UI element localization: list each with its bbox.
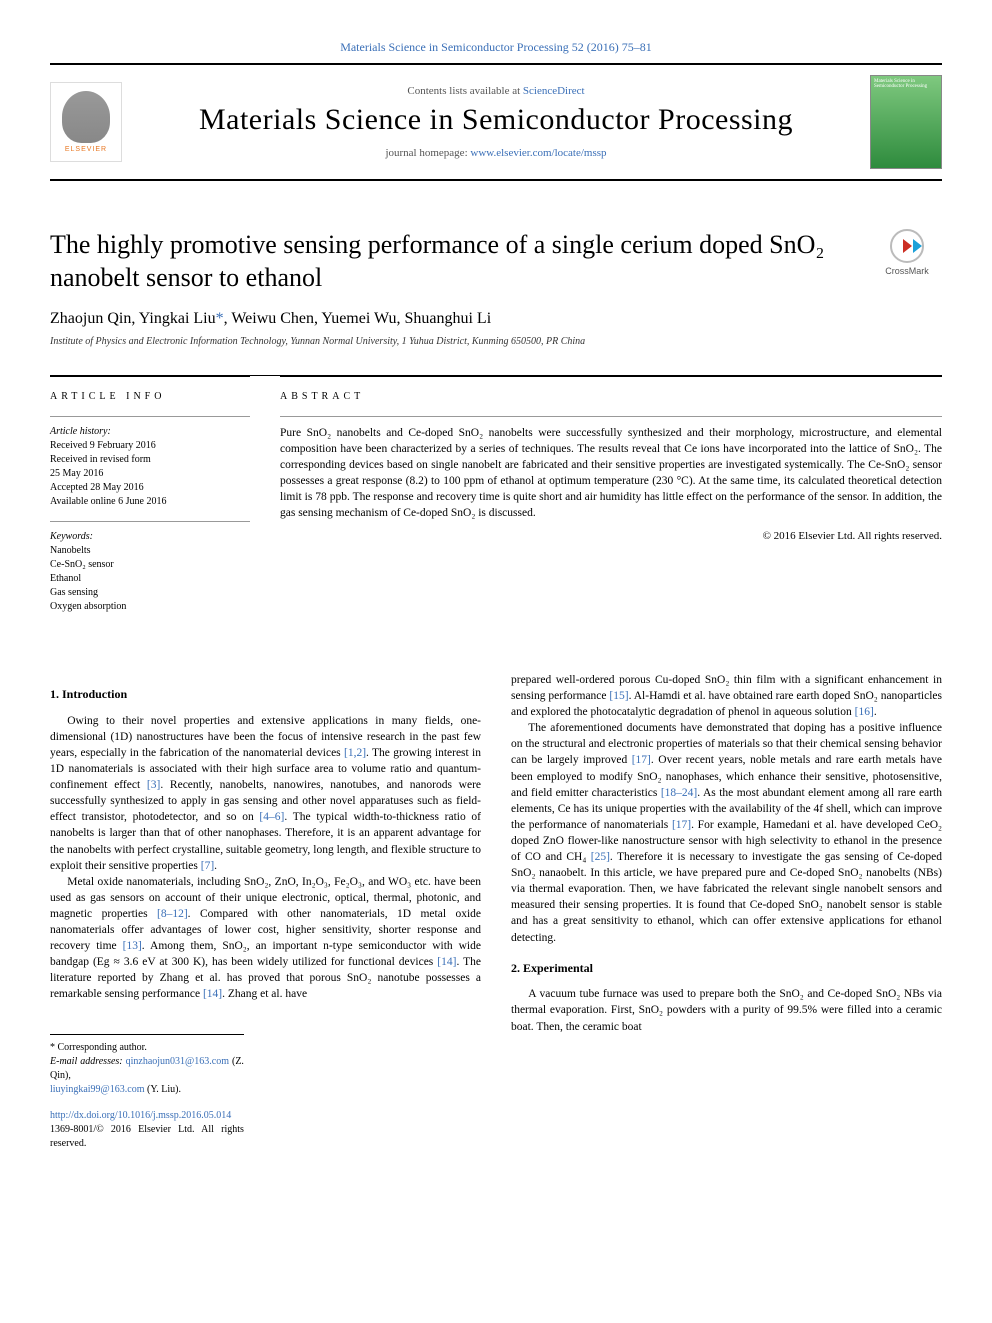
intro-p3: The aforementioned documents have demons… <box>511 720 942 945</box>
authors-leading: Zhaojun Qin, Yingkai Liu <box>50 310 216 327</box>
ref-link[interactable]: [14] <box>203 988 222 1000</box>
ref-link[interactable]: [14] <box>437 956 456 968</box>
elsevier-label: ELSEVIER <box>65 146 107 153</box>
intro-p2: Metal oxide nanomaterials, including SnO… <box>50 874 481 1003</box>
section-heading-intro: 1. Introduction <box>50 686 481 703</box>
ref-link[interactable]: [18–24] <box>661 787 697 799</box>
keyword: Ce-SnO₂ sensor <box>50 558 250 572</box>
citation-link[interactable]: Materials Science in Semiconductor Proce… <box>340 40 652 54</box>
article-info-heading: ARTICLE INFO <box>50 391 250 402</box>
authors-tail: , Weiwu Chen, Yuemei Wu, Shuanghui Li <box>224 310 492 327</box>
keyword: Nanobelts <box>50 544 250 558</box>
authors-line: Zhaojun Qin, Yingkai Liu*, Weiwu Chen, Y… <box>50 310 942 328</box>
corresponding-mark[interactable]: * <box>216 310 224 327</box>
ref-link[interactable]: [3] <box>147 779 160 791</box>
article-title: The highly promotive sensing performance… <box>50 229 852 294</box>
homepage-line: journal homepage: www.elsevier.com/locat… <box>122 147 870 159</box>
homepage-prefix: journal homepage: <box>385 147 470 159</box>
intro-p2-cont: prepared well-ordered porous Cu-doped Sn… <box>511 672 942 720</box>
abstract-text: Pure SnO₂ nanobelts and Ce-doped SnO₂ na… <box>280 416 942 522</box>
affiliation: Institute of Physics and Electronic Info… <box>50 336 942 347</box>
footnotes: * Corresponding author. E-mail addresses… <box>50 1034 244 1151</box>
email-link[interactable]: qinzhaojun031@163.com <box>126 1056 229 1067</box>
abstract-copyright: © 2016 Elsevier Ltd. All rights reserved… <box>280 530 942 542</box>
keywords-label: Keywords: <box>50 530 250 544</box>
body-right-column: prepared well-ordered porous Cu-doped Sn… <box>511 672 942 1151</box>
body-left-column: 1. Introduction Owing to their novel pro… <box>50 672 481 1151</box>
homepage-link[interactable]: www.elsevier.com/locate/mssp <box>470 147 606 159</box>
history-line: Available online 6 June 2016 <box>50 495 250 509</box>
journal-title: Materials Science in Semiconductor Proce… <box>122 103 870 137</box>
contents-available-line: Contents lists available at ScienceDirec… <box>122 85 870 97</box>
ref-link[interactable]: [8–12] <box>157 908 188 920</box>
keyword: Gas sensing <box>50 586 250 600</box>
corresponding-author-note: * Corresponding author. <box>50 1041 244 1055</box>
ref-link[interactable]: [15] <box>609 690 628 702</box>
ref-link[interactable]: [16] <box>855 706 874 718</box>
citation-bar: Materials Science in Semiconductor Proce… <box>50 40 942 55</box>
elsevier-tree-icon <box>62 91 110 143</box>
crossmark-label: CrossMark <box>885 266 929 276</box>
crossmark-badge[interactable]: CrossMark <box>872 229 942 276</box>
elsevier-logo[interactable]: ELSEVIER <box>50 82 122 162</box>
history-line: Received in revised form <box>50 453 250 467</box>
contents-prefix: Contents lists available at <box>407 85 522 97</box>
doi-link[interactable]: http://dx.doi.org/10.1016/j.mssp.2016.05… <box>50 1109 244 1123</box>
intro-p1: Owing to their novel properties and exte… <box>50 713 481 874</box>
ref-link[interactable]: [17] <box>672 819 691 831</box>
ref-link[interactable]: [17] <box>632 754 651 766</box>
keyword: Oxygen absorption <box>50 600 250 614</box>
keyword: Ethanol <box>50 572 250 586</box>
journal-header: ELSEVIER Contents lists available at Sci… <box>50 63 942 181</box>
issn-line: 1369-8001/© 2016 Elsevier Ltd. All right… <box>50 1123 244 1151</box>
body-columns: 1. Introduction Owing to their novel pro… <box>50 672 942 1151</box>
ref-link[interactable]: [7] <box>201 860 214 872</box>
abstract-heading: ABSTRACT <box>280 391 942 402</box>
ref-link[interactable]: [1,2] <box>344 747 366 759</box>
history-line: 25 May 2016 <box>50 467 250 481</box>
ref-link[interactable]: [13] <box>123 940 142 952</box>
cover-text: Materials Science in Semiconductor Proce… <box>874 79 938 89</box>
exp-p1: A vacuum tube furnace was used to prepar… <box>511 986 942 1034</box>
crossmark-icon <box>890 229 924 263</box>
history-line: Received 9 February 2016 <box>50 439 250 453</box>
history-label: Article history: <box>50 425 250 439</box>
abstract-column: ABSTRACT Pure SnO₂ nanobelts and Ce-dope… <box>280 375 942 626</box>
article-info-sidebar: ARTICLE INFO Article history: Received 9… <box>50 375 250 626</box>
email-addresses: E-mail addresses: qinzhaojun031@163.com … <box>50 1055 244 1097</box>
history-line: Accepted 28 May 2016 <box>50 481 250 495</box>
section-heading-experimental: 2. Experimental <box>511 960 942 977</box>
sciencedirect-link[interactable]: ScienceDirect <box>523 85 585 97</box>
ref-link[interactable]: [4–6] <box>259 811 284 823</box>
email-link[interactable]: liuyingkai99@163.com <box>50 1084 144 1095</box>
journal-cover-thumb[interactable]: Materials Science in Semiconductor Proce… <box>870 75 942 169</box>
ref-link[interactable]: [25] <box>591 851 610 863</box>
